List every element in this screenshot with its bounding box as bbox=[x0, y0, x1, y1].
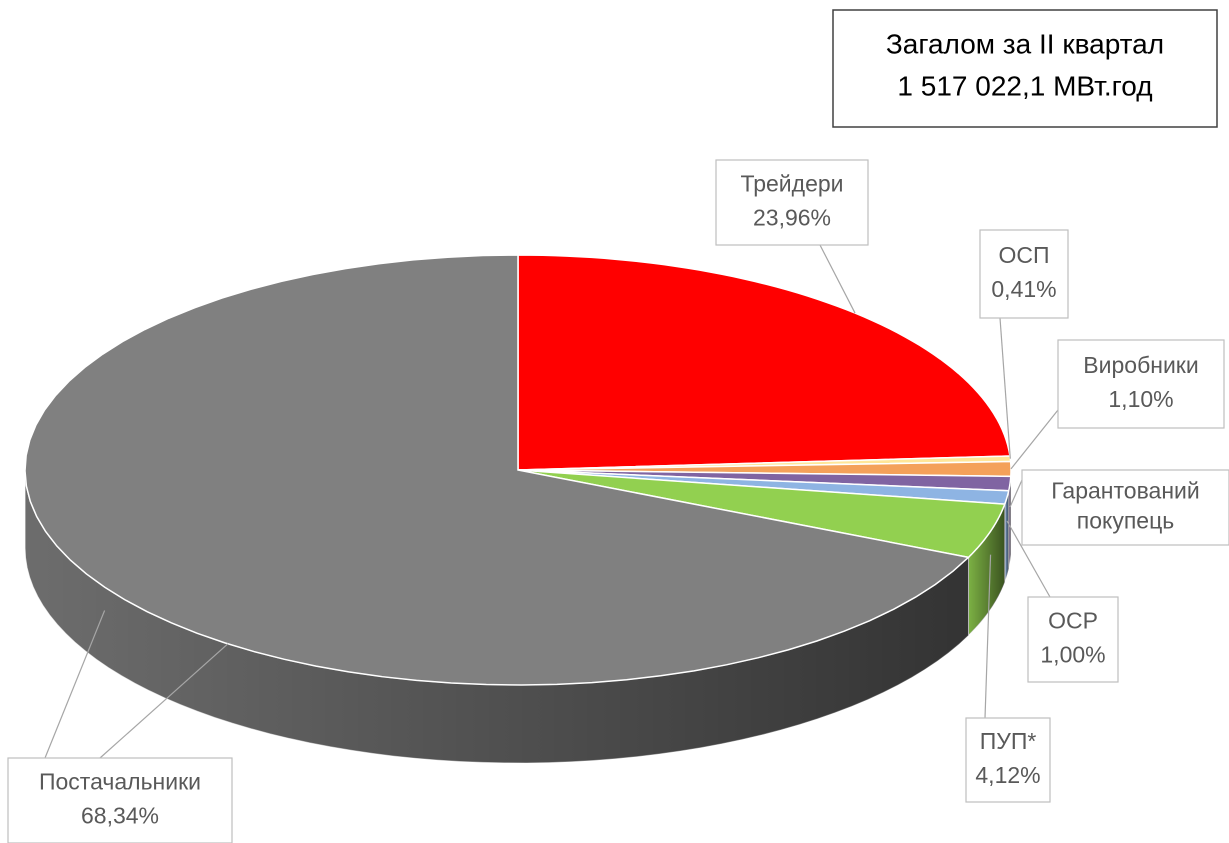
annotation: 1 517 022,1 МВт.год bbox=[897, 70, 1152, 101]
category-label: ПУП* bbox=[980, 728, 1037, 754]
label-box bbox=[1027, 596, 1119, 683]
label-box bbox=[965, 717, 1051, 803]
leader-line bbox=[44, 610, 106, 759]
pie-slice bbox=[517, 254, 1011, 471]
leader-line bbox=[99, 643, 229, 759]
pie-slice bbox=[24, 254, 971, 686]
label-box bbox=[715, 159, 869, 246]
leader-line bbox=[1010, 409, 1059, 470]
category-label: Трейдери bbox=[740, 171, 843, 197]
leader-line bbox=[999, 317, 1011, 459]
value-label: 4,12% bbox=[975, 762, 1040, 788]
value-label: 68,34% bbox=[81, 803, 159, 829]
category-label: Гарантований bbox=[1051, 478, 1199, 504]
category-label: ОСП bbox=[998, 242, 1049, 268]
leader-line bbox=[1006, 520, 1051, 598]
pie-side-shade bbox=[1008, 476, 1011, 569]
annotation-box bbox=[832, 9, 1218, 128]
category-label: покупець bbox=[1077, 508, 1174, 534]
category-label: ОСР bbox=[1048, 608, 1098, 634]
pie-side-shade bbox=[968, 504, 1005, 636]
pie-slice bbox=[517, 460, 1012, 478]
value-label: 1,10% bbox=[1108, 386, 1173, 412]
leader-line bbox=[1009, 479, 1023, 508]
value-label: 23,96% bbox=[753, 205, 831, 231]
pie-side-shade bbox=[1004, 490, 1009, 583]
value-label: 0,41% bbox=[991, 276, 1056, 302]
category-label: Постачальники bbox=[39, 769, 201, 795]
leader-line bbox=[819, 244, 856, 314]
pie-slice bbox=[517, 469, 1006, 559]
label-box bbox=[1057, 339, 1225, 429]
value-label: 1,00% bbox=[1040, 642, 1105, 668]
label-box bbox=[1021, 469, 1229, 546]
pie-side-shade bbox=[25, 470, 969, 763]
category-label: Виробники bbox=[1083, 352, 1198, 378]
label-box bbox=[7, 757, 233, 843]
annotation: Загалом за II квартал bbox=[886, 28, 1164, 59]
label-box bbox=[979, 229, 1069, 319]
leader-line bbox=[984, 554, 992, 719]
